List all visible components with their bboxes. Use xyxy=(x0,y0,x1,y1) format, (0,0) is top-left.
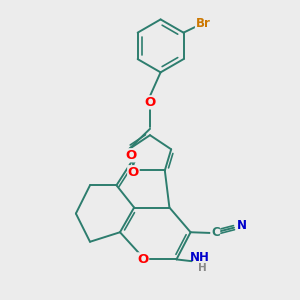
Text: O: O xyxy=(125,149,136,162)
Text: Br: Br xyxy=(196,16,210,30)
Text: NH: NH xyxy=(190,251,209,264)
Text: N: N xyxy=(237,219,247,232)
Text: C: C xyxy=(211,226,220,239)
Text: H: H xyxy=(198,263,207,273)
Text: O: O xyxy=(128,166,139,179)
Text: O: O xyxy=(137,253,148,266)
Text: O: O xyxy=(144,96,156,109)
